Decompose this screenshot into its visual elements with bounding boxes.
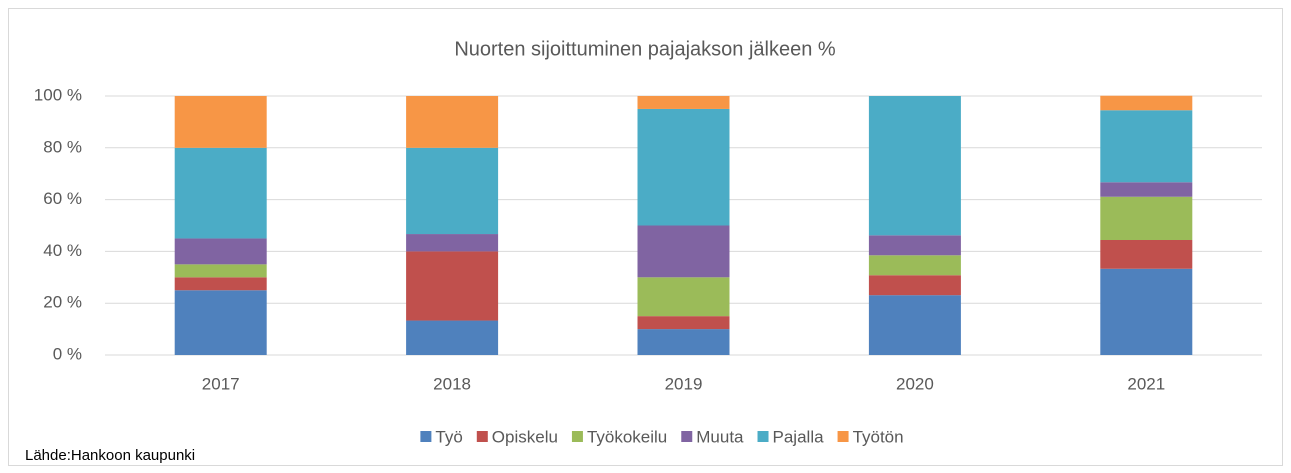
bar-segment bbox=[174, 290, 267, 355]
y-tick-label: 100 % bbox=[34, 85, 82, 104]
legend-swatch bbox=[757, 431, 769, 442]
legend-label: Työtön bbox=[853, 427, 904, 446]
bar-segment bbox=[406, 251, 499, 321]
x-tick-label: 2019 bbox=[665, 374, 703, 393]
legend-label: Muuta bbox=[696, 427, 744, 446]
bar-segment bbox=[174, 277, 267, 291]
y-tick-label: 40 % bbox=[43, 241, 82, 260]
bar-segment bbox=[1100, 240, 1193, 269]
y-tick-label: 0 % bbox=[53, 344, 82, 363]
x-tick-label: 2021 bbox=[1127, 374, 1165, 393]
x-tick-label: 2018 bbox=[433, 374, 471, 393]
source-note: Lähde:Hankoon kaupunki bbox=[25, 447, 195, 464]
bar-segment bbox=[1100, 95, 1193, 111]
bar-segment bbox=[174, 238, 267, 265]
bar-segment bbox=[637, 225, 730, 278]
y-tick-label: 20 % bbox=[43, 293, 82, 312]
legend-swatch bbox=[571, 431, 583, 442]
bar-segment bbox=[174, 147, 267, 239]
bar-segment bbox=[637, 329, 730, 355]
bar-segment bbox=[406, 320, 499, 355]
bar-segment bbox=[1100, 196, 1193, 241]
legend-label: Työ bbox=[435, 427, 462, 446]
bar-segment bbox=[406, 96, 499, 148]
chart-title: Nuorten sijoittuminen pajajakson jälkeen… bbox=[454, 38, 836, 60]
y-tick-label: 80 % bbox=[43, 137, 82, 156]
bar-segment bbox=[1100, 182, 1193, 197]
legend-swatch bbox=[420, 431, 432, 442]
bar-segment bbox=[1100, 110, 1193, 183]
bar-segment bbox=[868, 235, 961, 256]
legend-swatch bbox=[476, 431, 488, 442]
bar-segment bbox=[868, 255, 961, 276]
legend-swatch bbox=[837, 431, 849, 442]
legend-swatch bbox=[681, 431, 693, 442]
bar-segment bbox=[174, 96, 267, 148]
x-tick-label: 2017 bbox=[202, 374, 240, 393]
bar-segment bbox=[637, 96, 730, 109]
legend-label: Työkokeilu bbox=[587, 427, 667, 446]
y-tick-label: 60 % bbox=[43, 189, 82, 208]
bar-segment bbox=[174, 264, 267, 278]
x-tick-label: 2020 bbox=[896, 374, 934, 393]
legend-label: Opiskelu bbox=[492, 427, 558, 446]
bar-segment bbox=[637, 108, 730, 226]
legend-label: Pajalla bbox=[773, 427, 825, 446]
bar-segment bbox=[406, 147, 499, 235]
bar-segment bbox=[637, 316, 730, 330]
bar-segment bbox=[406, 234, 499, 252]
bar-segment bbox=[1100, 268, 1193, 355]
bar-segment bbox=[637, 277, 730, 317]
bar-segment bbox=[868, 295, 961, 355]
bar-segment bbox=[868, 275, 961, 296]
bar-segment bbox=[868, 96, 961, 236]
